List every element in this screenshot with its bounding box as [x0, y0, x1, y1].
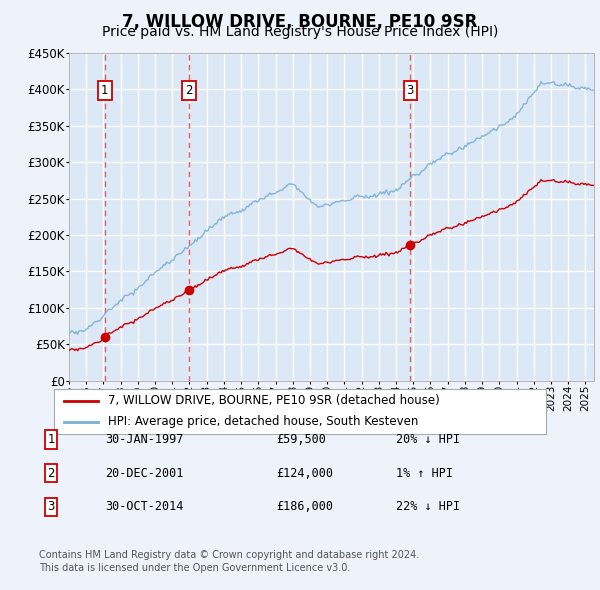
Text: 3: 3: [47, 500, 55, 513]
Text: 22% ↓ HPI: 22% ↓ HPI: [396, 500, 460, 513]
Text: HPI: Average price, detached house, South Kesteven: HPI: Average price, detached house, Sout…: [108, 415, 418, 428]
Text: 20% ↓ HPI: 20% ↓ HPI: [396, 433, 460, 446]
Text: 1: 1: [47, 433, 55, 446]
Text: Price paid vs. HM Land Registry's House Price Index (HPI): Price paid vs. HM Land Registry's House …: [102, 25, 498, 39]
Text: 30-OCT-2014: 30-OCT-2014: [105, 500, 184, 513]
Text: 2: 2: [185, 84, 193, 97]
Text: £186,000: £186,000: [276, 500, 333, 513]
Text: £59,500: £59,500: [276, 433, 326, 446]
Text: 1: 1: [101, 84, 109, 97]
Text: 7, WILLOW DRIVE, BOURNE, PE10 9SR (detached house): 7, WILLOW DRIVE, BOURNE, PE10 9SR (detac…: [108, 395, 440, 408]
Text: 2: 2: [47, 467, 55, 480]
Text: 7, WILLOW DRIVE, BOURNE, PE10 9SR: 7, WILLOW DRIVE, BOURNE, PE10 9SR: [122, 13, 478, 31]
Text: 3: 3: [407, 84, 414, 97]
Text: £124,000: £124,000: [276, 467, 333, 480]
Text: Contains HM Land Registry data © Crown copyright and database right 2024.
This d: Contains HM Land Registry data © Crown c…: [39, 550, 419, 573]
Text: 20-DEC-2001: 20-DEC-2001: [105, 467, 184, 480]
Text: 30-JAN-1997: 30-JAN-1997: [105, 433, 184, 446]
Text: 1% ↑ HPI: 1% ↑ HPI: [396, 467, 453, 480]
